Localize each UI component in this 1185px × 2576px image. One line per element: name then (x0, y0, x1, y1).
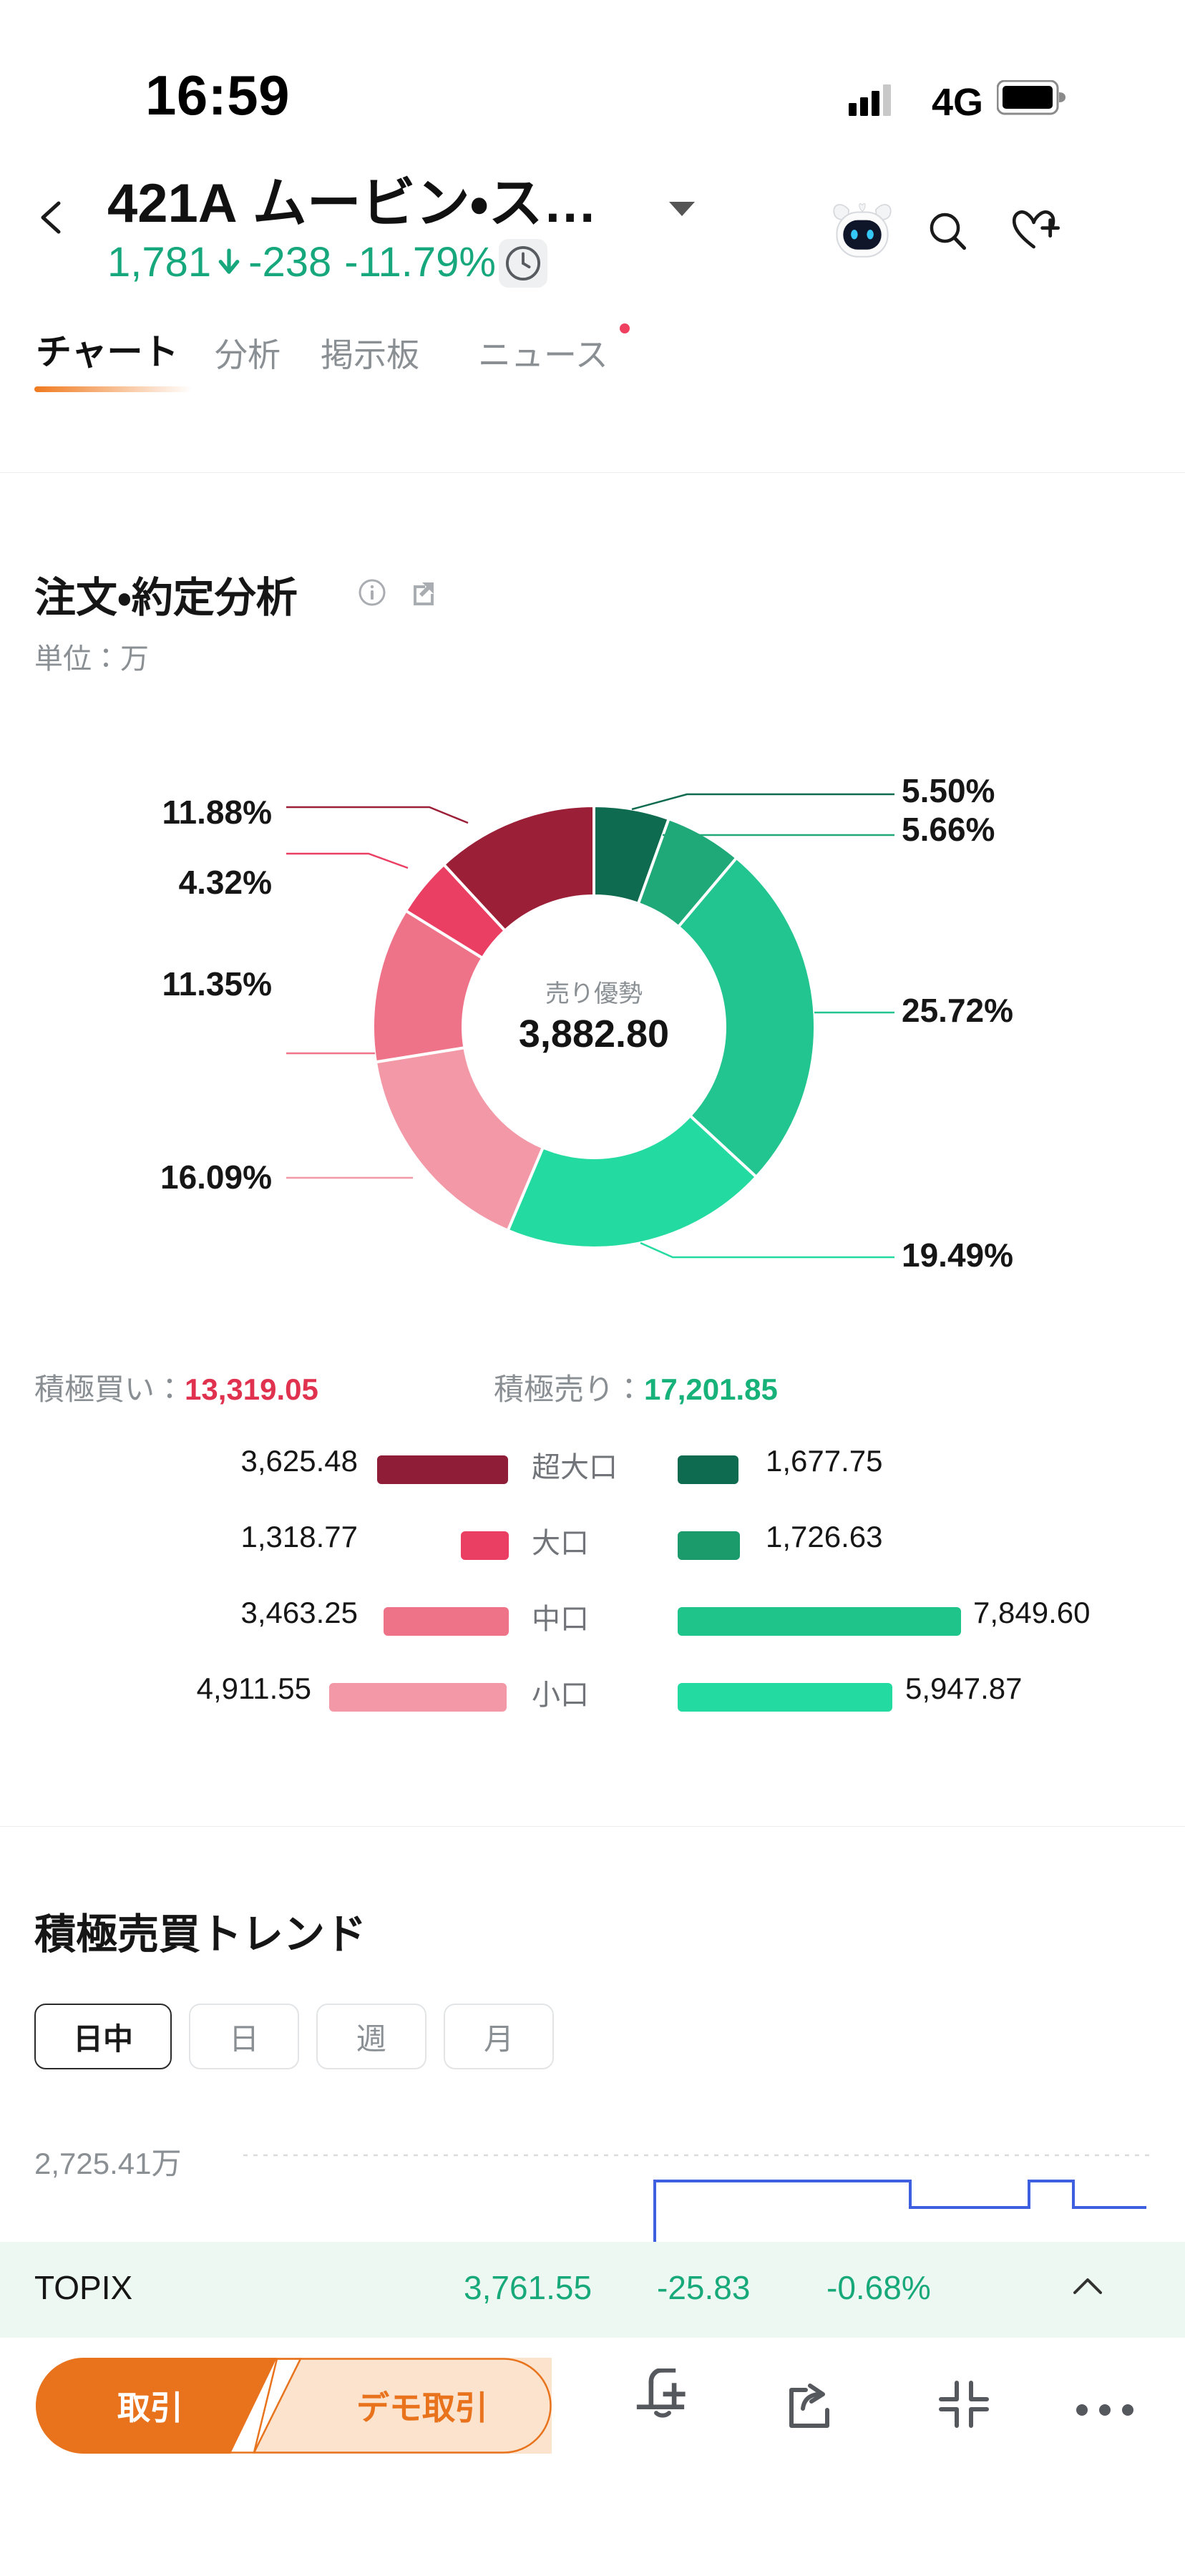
svg-text:デモ取引: デモ取引 (356, 2389, 488, 2426)
svg-text:取引: 取引 (117, 2389, 183, 2426)
